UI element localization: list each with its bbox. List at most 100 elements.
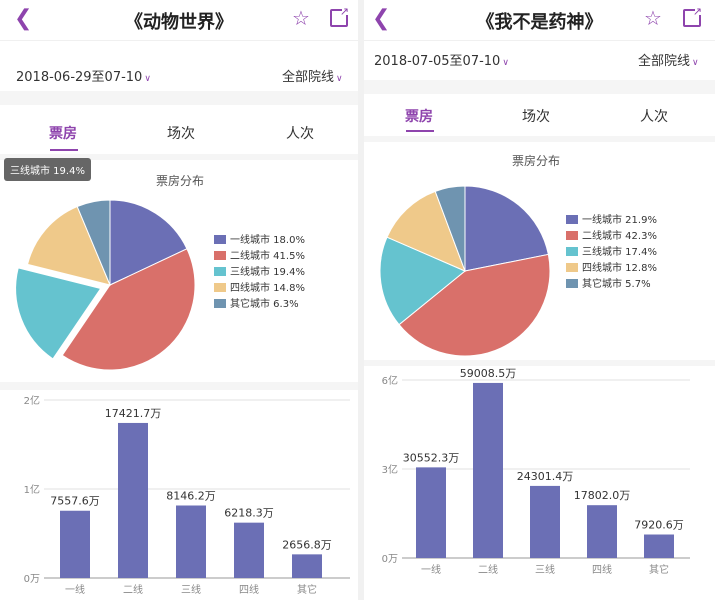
x-tick-label: 三线 [181, 583, 201, 596]
x-tick-label: 三线 [535, 563, 555, 576]
y-tick-label: 1亿 [24, 483, 40, 496]
bar-value-label: 7557.6万 [50, 495, 100, 508]
legend-item[interactable]: 四线城市 12.8% [566, 261, 657, 277]
legend-label: 其它城市 6.3% [230, 299, 299, 310]
legend-swatch [214, 283, 226, 292]
y-tick-label: 0万 [24, 574, 40, 585]
bar-value-label: 2656.8万 [282, 538, 332, 551]
tab-box-office[interactable]: 票房 [405, 109, 433, 125]
share-icon[interactable]: ↗ [683, 6, 703, 27]
pie-slice[interactable] [15, 267, 102, 360]
y-tick-label: 6亿 [382, 374, 398, 387]
cinema-chain-select[interactable]: 全部院线 ∨ [282, 70, 343, 85]
bar[interactable] [176, 505, 206, 578]
pie-slice[interactable] [61, 248, 196, 371]
legend-label: 二线城市 41.5% [230, 251, 305, 262]
legend-item[interactable]: 三线城市 17.4% [566, 245, 657, 261]
pie-slice[interactable] [76, 199, 111, 286]
bar[interactable] [416, 467, 446, 558]
bar-value-label: 6218.3万 [224, 507, 274, 520]
filter-bar: 2018-07-05至07-10 ∨ 全部院线 ∨ [364, 40, 715, 91]
tab-attendance[interactable]: 人次 [640, 109, 668, 125]
star-icon[interactable]: ☆ [644, 6, 662, 30]
pie-slice[interactable] [109, 199, 188, 286]
cinema-chain-select[interactable]: 全部院线 ∨ [638, 54, 699, 69]
legend-label: 一线城市 18.0% [230, 235, 305, 246]
section-gap [0, 154, 358, 160]
bar[interactable] [530, 485, 560, 558]
chevron-down-icon: ∨ [692, 58, 699, 68]
x-tick-label: 二线 [123, 583, 143, 596]
back-chevron-icon[interactable]: ❮ [372, 6, 391, 31]
legend-swatch [566, 215, 578, 224]
tab-box-office[interactable]: 票房 [49, 126, 77, 142]
bar-value-label: 17802.0万 [574, 489, 631, 502]
legend-item[interactable]: 二线城市 41.5% [214, 249, 305, 265]
bar[interactable] [587, 505, 617, 558]
panel-divider [358, 0, 364, 600]
legend-swatch [214, 267, 226, 276]
legend-label: 三线城市 19.4% [230, 267, 305, 278]
pie-slice[interactable] [398, 253, 551, 357]
bar[interactable] [292, 554, 322, 578]
pie-slice[interactable] [26, 205, 111, 286]
legend-item[interactable]: 二线城市 42.3% [566, 229, 657, 245]
legend-item[interactable]: 三线城市 19.4% [214, 265, 305, 281]
legend-swatch [214, 299, 226, 308]
bar[interactable] [60, 510, 90, 578]
metric-tabs: 票房 场次 人次 [364, 94, 715, 144]
legend-swatch [566, 247, 578, 256]
legend-item[interactable]: 其它城市 6.3% [214, 297, 305, 313]
left-topbar: ❮ 《动物世界》 ☆ ↗ [0, 0, 358, 40]
bar[interactable] [644, 534, 674, 558]
pie-slice[interactable] [386, 190, 466, 272]
legend-swatch [214, 235, 226, 244]
pie-slice[interactable] [379, 236, 466, 326]
x-tick-label: 一线 [421, 563, 441, 576]
filter-bar: 2018-06-29至07-10 ∨ 全部院线 ∨ [0, 40, 358, 91]
pie-tooltip: 三线城市 19.4% [4, 158, 91, 181]
legend-item[interactable]: 一线城市 18.0% [214, 233, 305, 249]
right-topbar: ❮ 《我不是药神》 ☆ ↗ [364, 0, 715, 40]
tab-underline [50, 149, 78, 151]
date-range-select[interactable]: 2018-06-29至07-10 ∨ [16, 70, 151, 85]
legend-swatch [214, 251, 226, 260]
tab-screenings[interactable]: 场次 [522, 109, 550, 125]
legend-label: 一线城市 21.9% [582, 215, 657, 226]
bar[interactable] [234, 522, 264, 578]
legend-item[interactable]: 一线城市 21.9% [566, 213, 657, 229]
x-tick-label: 四线 [592, 563, 612, 576]
x-tick-label: 四线 [239, 583, 259, 596]
pie-legend: 一线城市 21.9% 二线城市 42.3% 三线城市 17.4% 四线城市 12.8%… [566, 213, 657, 293]
y-tick-label: 2亿 [24, 394, 40, 407]
tab-attendance[interactable]: 人次 [286, 126, 314, 142]
pie-title: 票房分布 [512, 154, 561, 168]
bar[interactable] [118, 422, 148, 578]
right-movie-panel: ❮ 《我不是药神》 ☆ ↗ 2018-07-05至07-10 ∨ 全部院线 ∨ 票房… [364, 0, 715, 600]
legend-label: 三线城市 17.4% [582, 247, 657, 258]
tab-underline [406, 130, 434, 132]
legend-swatch [566, 263, 578, 272]
x-tick-label: 二线 [478, 563, 498, 576]
pie-slice[interactable] [434, 185, 466, 272]
metric-tabs: 票房 场次 人次 [0, 105, 358, 155]
chevron-down-icon: ∨ [144, 74, 151, 84]
back-chevron-icon[interactable]: ❮ [14, 6, 33, 31]
tab-screenings[interactable]: 场次 [167, 126, 195, 142]
section-gap [364, 136, 715, 142]
pie-slice[interactable] [464, 185, 549, 272]
share-icon[interactable]: ↗ [330, 6, 350, 27]
bar[interactable] [473, 382, 503, 558]
legend-item[interactable]: 其它城市 5.7% [566, 277, 657, 293]
pie-chart [379, 185, 551, 357]
legend-item[interactable]: 四线城市 14.8% [214, 281, 305, 297]
legend-label: 四线城市 12.8% [582, 263, 657, 274]
chevron-down-icon: ∨ [336, 74, 343, 84]
star-icon[interactable]: ☆ [292, 6, 310, 30]
bar-value-label: 59008.5万 [460, 367, 517, 380]
section-gap [0, 382, 358, 390]
bar-value-label: 7920.6万 [634, 519, 684, 532]
legend-label: 其它城市 5.7% [582, 279, 651, 290]
date-range-select[interactable]: 2018-07-05至07-10 ∨ [374, 54, 509, 69]
